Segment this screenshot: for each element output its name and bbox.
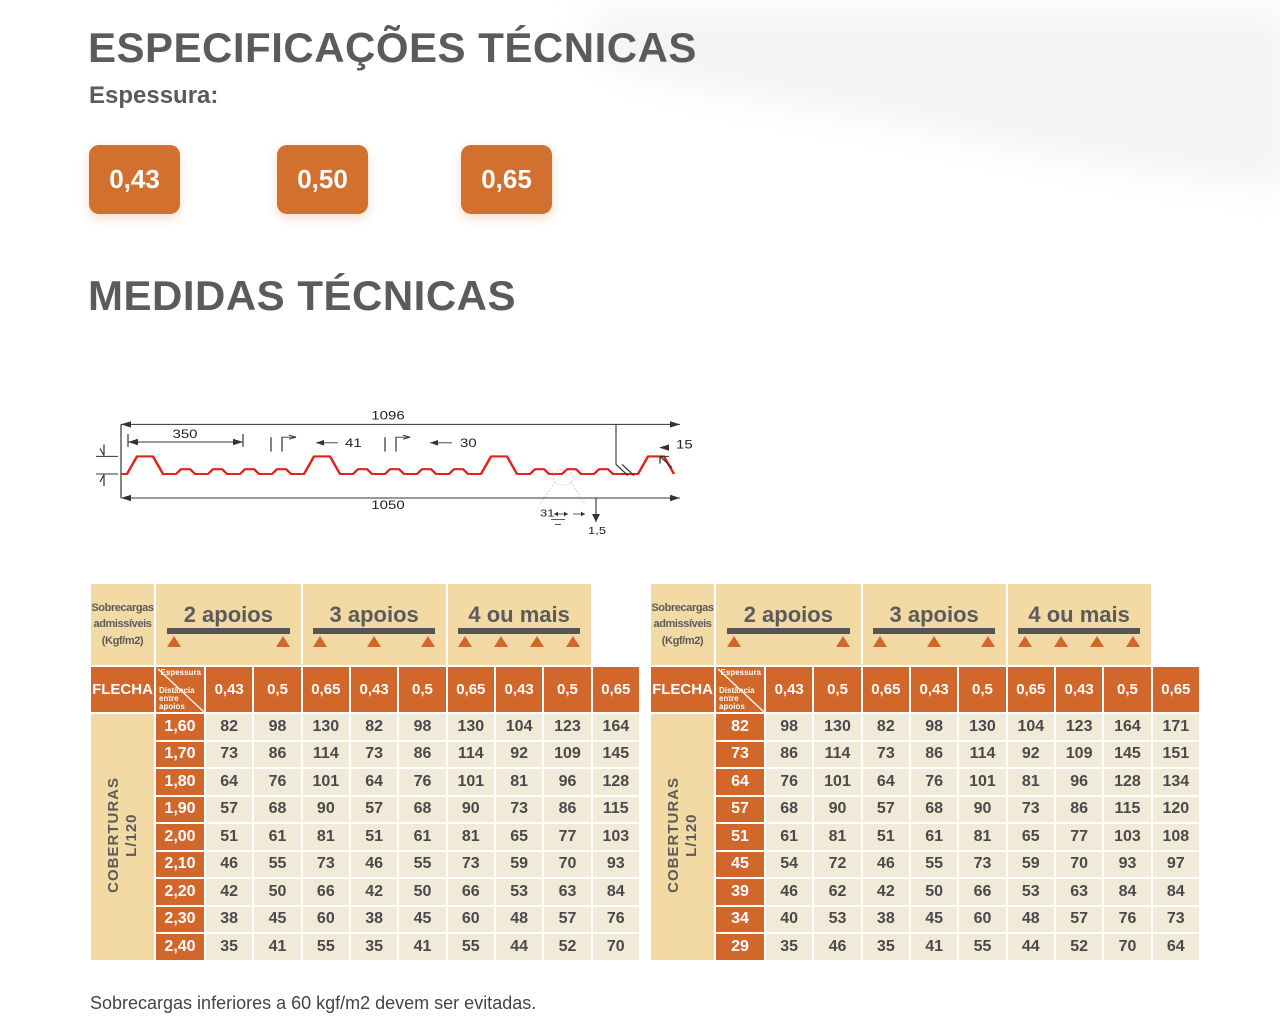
svg-text:1050: 1050: [371, 499, 405, 512]
svg-text:30: 30: [460, 436, 477, 449]
svg-text:1,5: 1,5: [588, 525, 607, 536]
svg-text:1096: 1096: [371, 409, 404, 422]
svg-text:15: 15: [676, 438, 693, 451]
svg-text:31: 31: [540, 508, 554, 519]
svg-text:350: 350: [172, 427, 198, 440]
svg-text:41: 41: [345, 436, 362, 449]
